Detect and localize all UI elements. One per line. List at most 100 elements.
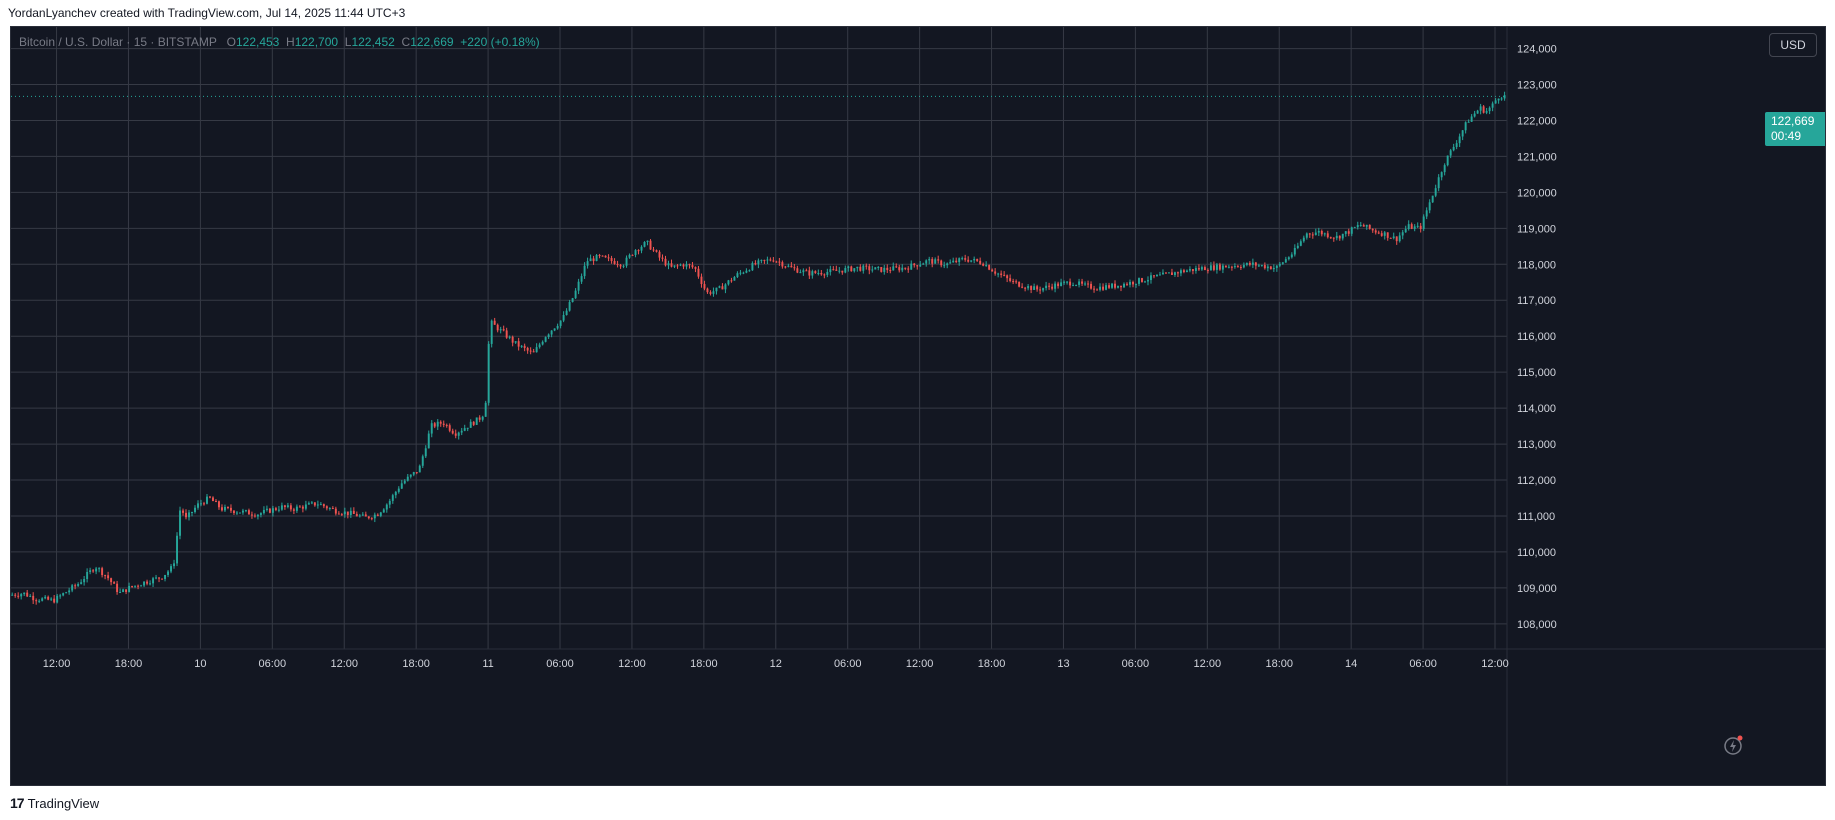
candle-body <box>619 264 622 267</box>
candle-body <box>182 510 184 513</box>
candle-body <box>943 265 946 267</box>
candle-body <box>403 480 406 484</box>
candle-body <box>961 258 964 260</box>
candle-body <box>679 264 682 266</box>
candle-body <box>203 503 205 505</box>
replay-icon[interactable] <box>1723 734 1745 756</box>
x-tick-label: 12:00 <box>1194 658 1222 670</box>
candle-body <box>1188 269 1191 271</box>
candle-body <box>68 590 71 593</box>
candle-body <box>1284 259 1287 263</box>
candle-body <box>280 505 283 510</box>
candle-body <box>107 575 110 579</box>
candle-body <box>862 265 865 271</box>
candle-body <box>1096 289 1099 291</box>
currency-button[interactable]: USD <box>1769 33 1817 57</box>
symbol-legend[interactable]: Bitcoin / U.S. Dollar · 15 · BITSTAMP O1… <box>19 35 540 49</box>
candle-body <box>1167 272 1170 274</box>
candle-body <box>226 506 229 508</box>
candle-body <box>919 264 922 267</box>
candle-body <box>1069 281 1072 286</box>
candle-body <box>1374 230 1377 233</box>
candle-body <box>101 568 104 576</box>
candle-layer <box>11 91 1506 605</box>
candle-body <box>670 263 673 267</box>
candle-body <box>748 270 751 272</box>
candle-body <box>1401 232 1404 236</box>
candle-body <box>880 266 883 272</box>
candle-body <box>238 512 241 514</box>
candle-body <box>56 595 59 603</box>
candle-body <box>1287 257 1290 260</box>
candle-body <box>1479 106 1482 111</box>
candle-body <box>604 255 607 258</box>
candle-body <box>391 495 394 501</box>
candle-body <box>38 600 41 602</box>
candle-body <box>23 592 26 595</box>
candle-body <box>787 265 790 267</box>
candle-body <box>77 583 80 586</box>
candle-body <box>1359 225 1362 227</box>
symbol-description[interactable]: Bitcoin / U.S. Dollar · 15 · BITSTAMP <box>19 35 217 49</box>
candle-body <box>1365 224 1368 227</box>
candle-body <box>838 270 841 272</box>
y-tick-label: 113,000 <box>1517 439 1556 451</box>
candle-body <box>1488 107 1491 112</box>
candle-body <box>259 513 262 515</box>
candle-body <box>511 336 514 343</box>
candle-body <box>1132 281 1134 285</box>
candle-body <box>50 598 53 600</box>
candle-body <box>415 472 418 474</box>
candle-body <box>71 585 74 591</box>
candle-body <box>457 432 460 436</box>
candle-body <box>104 575 107 577</box>
candle-body <box>310 502 313 504</box>
candle-body <box>1332 237 1335 239</box>
candle-body <box>655 250 658 252</box>
candle-body <box>1485 111 1488 113</box>
candle-body <box>1221 265 1224 270</box>
candle-body <box>952 260 955 263</box>
candle-body <box>931 259 934 264</box>
candle-body <box>631 254 634 256</box>
candle-body <box>1105 285 1108 290</box>
candle-body <box>1209 265 1212 271</box>
candle-body <box>1335 235 1338 239</box>
candle-body <box>143 581 146 586</box>
x-tick-label: 06:00 <box>259 658 287 670</box>
candle-body <box>1398 235 1401 242</box>
candle-body <box>1407 224 1410 230</box>
candle-body <box>853 268 856 272</box>
chart-panel[interactable]: 108,000 109,000 110,000 111,000 112,000 113,0… <box>10 26 1826 786</box>
candle-body <box>1150 275 1152 281</box>
candle-body <box>316 504 319 506</box>
candle-body <box>1042 288 1045 291</box>
candle-body <box>1353 227 1356 229</box>
candle-body <box>1164 272 1167 274</box>
candle-body <box>976 258 979 261</box>
candle-body <box>844 268 847 273</box>
x-tick-label: 18:00 <box>1265 658 1293 670</box>
candle-body <box>1362 225 1365 227</box>
x-tick-label: 12:00 <box>618 658 646 670</box>
last-price-value: 122,669 <box>1771 114 1815 128</box>
candle-body <box>1449 150 1452 156</box>
candle-body <box>703 284 706 289</box>
candle-body <box>751 263 754 271</box>
candle-body <box>859 266 862 271</box>
candle-body <box>439 421 442 424</box>
candle-body <box>1275 265 1278 268</box>
candle-body <box>1147 280 1149 282</box>
candle-body <box>520 345 523 347</box>
candle-body <box>149 583 152 585</box>
footer-branding[interactable]: 17 TradingView <box>10 795 99 811</box>
candle-body <box>128 585 131 592</box>
candle-body <box>811 271 814 276</box>
candle-body <box>616 264 619 266</box>
candle-body <box>634 250 637 255</box>
price-chart[interactable]: 108,000 109,000 110,000 111,000 112,000 113,0… <box>11 27 1825 785</box>
candle-body <box>907 268 910 270</box>
candle-body <box>508 336 511 338</box>
candle-body <box>820 272 823 275</box>
candle-body <box>1090 283 1093 289</box>
